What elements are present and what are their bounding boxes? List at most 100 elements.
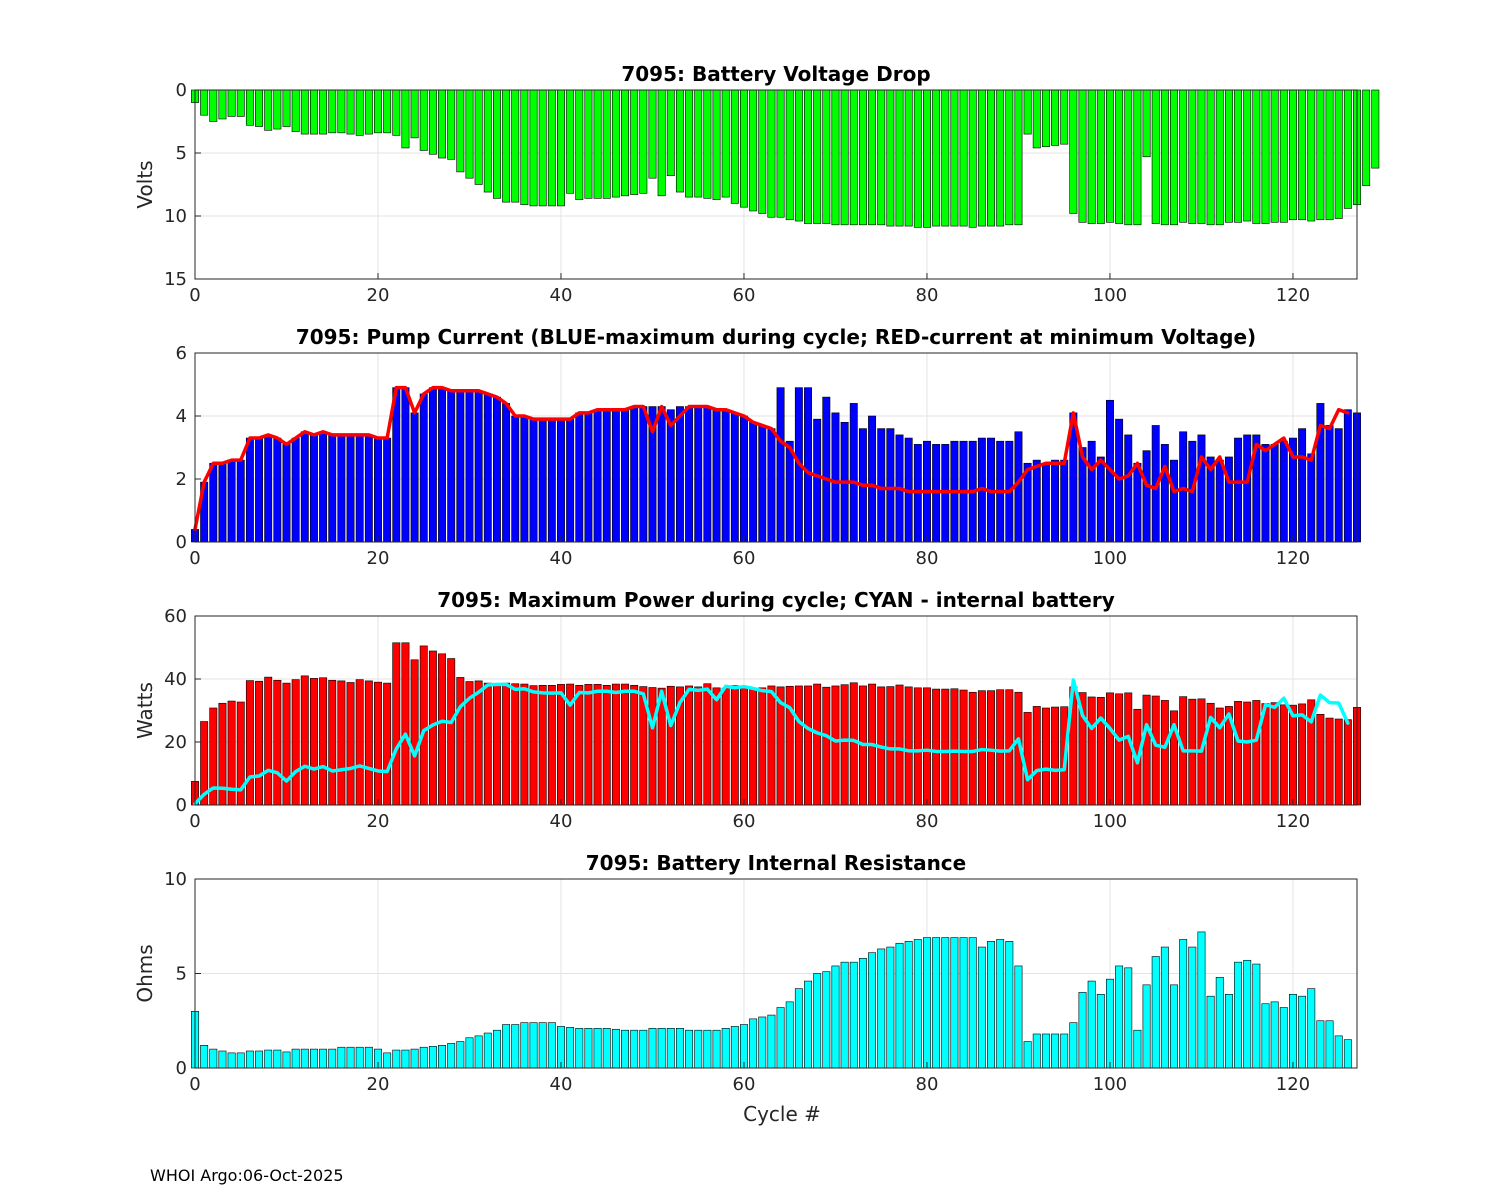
bar-mark [529,89,538,207]
bar-mark [730,1026,739,1069]
bar-mark [1087,980,1096,1069]
bar-mark [703,683,712,806]
bar-mark [328,89,337,134]
bar-mark [1261,1003,1270,1069]
bar-mark [1032,459,1041,543]
bar-mark [895,89,904,227]
bar-mark [1316,713,1325,806]
bar-mark [858,958,867,1069]
bar-mark [538,89,547,207]
bar-mark [1215,976,1224,1069]
bar-mark [904,89,913,227]
bar-mark [511,1024,520,1069]
bar-mark [291,1048,300,1069]
y-tick-label: 40 [164,669,187,690]
bar-mark [785,1001,794,1069]
bar-mark [584,684,593,806]
bar-mark [1179,939,1188,1069]
bar-mark [941,89,950,227]
bar-mark [1051,1033,1060,1069]
bar-mark [740,686,748,806]
bar-mark [740,1024,748,1069]
bar-mark [1014,965,1023,1069]
bar-mark [300,431,309,543]
bar-mark [374,681,382,806]
x-tick-label: 100 [1093,1074,1127,1095]
bar-mark [575,89,584,200]
bar-mark [538,684,547,806]
bar-mark [886,686,895,806]
bar-mark [492,396,501,543]
bar-mark [621,1029,629,1069]
bar-mark [575,412,584,543]
bar-mark [520,415,529,543]
bar-mark [611,1028,620,1069]
bar-mark [355,434,364,543]
bar-mark [593,89,602,199]
bar-mark [1078,89,1087,223]
bar-mark [300,89,309,135]
bar-mark [968,89,977,228]
bar-mark [328,679,337,806]
bar-mark [401,642,410,806]
bar-mark [1023,712,1032,806]
bar-mark [758,1016,767,1069]
bar-mark [1224,89,1233,223]
bar-mark [447,658,456,806]
bar-mark [319,677,328,806]
bar-mark [1078,992,1087,1069]
bar-mark [804,89,812,224]
bar-mark [1334,428,1343,543]
bar-mark [913,89,922,228]
x-tick-label: 40 [550,548,573,569]
x-tick-label: 60 [733,548,756,569]
bar-mark [675,1028,684,1069]
bar-mark [511,683,520,806]
bar-mark [438,387,447,543]
bar-mark [374,437,382,543]
bar-mark [1023,1041,1032,1069]
bar-mark [392,89,401,136]
bar-mark [749,1018,758,1069]
bar-mark [1325,425,1334,543]
bar-mark [309,1048,318,1069]
bar-mark [776,89,785,218]
bar-mark [300,675,309,806]
y-tick-label: 2 [176,469,187,490]
bar-mark [1087,696,1096,806]
bar-mark [529,685,538,806]
bar-mark [492,89,501,199]
bar-mark [1096,89,1105,224]
bar-mark [474,390,483,543]
bar-mark [1215,459,1224,543]
bar-mark [950,688,959,806]
bar-mark [868,89,877,226]
bar-mark [557,89,565,207]
bar-mark [730,412,739,543]
y-tick-label: 10 [164,869,187,890]
bar-mark [666,1028,675,1069]
x-tick-label: 60 [733,1074,756,1095]
bar-mark [602,1028,611,1069]
bar-mark [831,412,840,543]
bar-mark [758,687,767,806]
bar-mark [1261,89,1270,224]
bar-mark [346,1046,355,1069]
bar-mark [1179,89,1188,223]
bar-mark [621,683,629,806]
bar-mark [794,685,803,806]
bar-mark [1298,428,1307,543]
bar-mark [419,89,428,151]
bar-mark [740,89,748,208]
bar-mark [1288,704,1297,806]
bar-mark [1032,89,1041,149]
bar-mark [355,1046,364,1069]
bar-mark [273,679,282,806]
bar-mark [547,684,556,806]
bar-mark [593,684,602,806]
bar-mark [200,89,209,116]
bar-mark [721,1028,730,1069]
bar-mark [987,89,995,227]
bar-mark [813,683,822,806]
bar-mark [840,684,849,806]
